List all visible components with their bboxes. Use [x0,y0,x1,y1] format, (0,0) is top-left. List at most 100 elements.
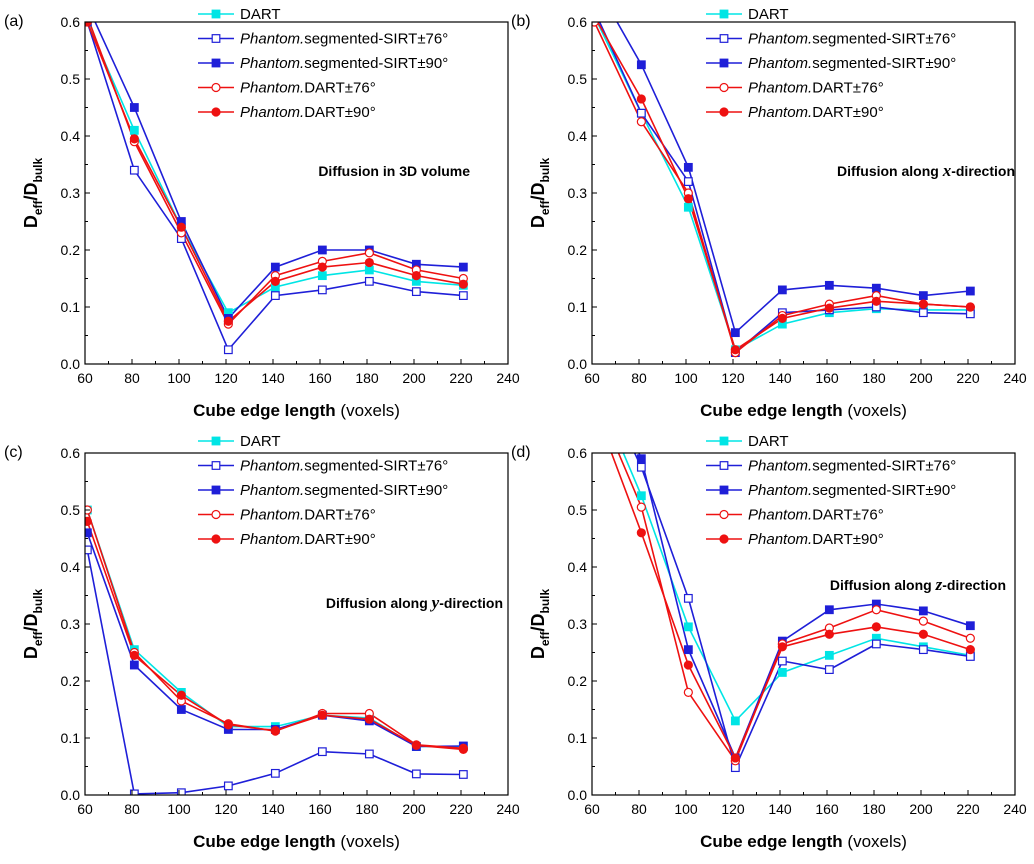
x-tick-label: 180 [862,370,886,386]
panel-annotation: Diffusion along x-direction [837,161,1015,180]
data-point-s1-6 [364,749,374,759]
x-tick-label: 180 [355,801,379,817]
data-point-s2-2 [683,162,693,172]
data-point-s1-4 [270,768,280,778]
y-tick-label: 0.3 [61,185,81,201]
data-point-s1-1 [636,108,646,118]
y-axis-label: Deff/Dbulk [21,158,45,229]
legend-marker [211,485,221,495]
legend-entry-4: Phantom.DART±90° [706,531,884,548]
y-tick-label: 0.6 [61,14,81,30]
legend-entry-0: DART [198,433,281,450]
legend-entry-2: Phantom.segmented-SIRT±90° [198,482,448,499]
data-point-s4-6 [871,296,881,306]
data-point-s2-7 [918,606,928,616]
data-point-s4-8 [965,645,975,655]
legend-entry-0: DART [198,6,281,23]
legend-label: Phantom.segmented-SIRT±76° [240,458,448,475]
data-point-s2-5 [317,245,327,255]
data-point-s3-8 [965,633,975,643]
panel-label: (c) [4,444,23,461]
legend-marker [719,436,729,446]
data-point-s1-0 [85,545,92,555]
data-point-s3-6 [871,605,881,615]
x-tick-label: 220 [449,370,473,386]
legend-entry-4: Phantom.DART±90° [706,104,884,121]
x-tick-label: 140 [768,801,792,817]
panel-label: (d) [511,444,531,461]
data-point-s4-5 [317,710,327,720]
panel-label: (a) [4,13,24,30]
y-tick-label: 0.0 [61,356,81,372]
x-tick-label: 180 [355,370,379,386]
legend-marker [211,82,221,93]
data-point-s4-2 [683,660,693,670]
data-point-s0-4 [777,668,787,677]
data-point-s0-1 [636,491,646,501]
legend-entry-1: Phantom.segmented-SIRT±76° [198,31,448,48]
data-point-s0-6 [364,265,374,275]
data-point-s4-1 [636,528,646,538]
y-tick-label: 0.0 [568,356,588,372]
series-line-4 [86,521,464,751]
data-point-s0-5 [317,271,327,281]
legend-label: Phantom.segmented-SIRT±76° [748,31,956,48]
data-point-s2-1 [129,103,139,112]
legend-label: Phantom.segmented-SIRT±76° [748,458,956,475]
data-point-s1-4 [270,291,280,300]
data-point-s1-7 [411,769,421,779]
data-point-s4-1 [129,650,139,660]
data-point-s4-0 [590,12,598,20]
data-point-s4-6 [871,622,881,632]
data-point-s4-7 [918,299,928,309]
x-axis-label: Cube edge length (voxels) [193,401,400,420]
y-tick-label: 0.6 [568,14,588,30]
data-point-s1-3 [223,345,233,355]
data-point-s4-3 [730,345,740,355]
legend-marker [211,9,221,19]
data-point-s2-8 [965,621,975,631]
legend-entry-2: Phantom.segmented-SIRT±90° [706,482,956,499]
x-tick-label: 60 [77,370,93,386]
data-point-s2-8 [458,262,468,272]
plot-frame [84,452,509,796]
data-point-s3-6 [364,248,374,258]
legend-label: Phantom.DART±90° [748,104,884,121]
x-tick-label: 160 [308,801,332,817]
data-point-s1-5 [824,665,834,674]
legend-marker [211,107,221,117]
legend-label: Phantom.DART±76° [748,80,884,97]
data-point-s1-6 [364,276,374,286]
series-line-2 [86,532,464,748]
x-tick-label: 160 [815,370,839,386]
data-point-s1-2 [683,177,693,187]
data-point-s1-5 [317,747,327,757]
data-point-s0-2 [683,202,693,212]
data-point-s3-2 [683,687,693,698]
panel-annotation: Diffusion along z-direction [830,575,1006,594]
x-tick-label: 240 [1003,801,1027,817]
x-tick-label: 160 [815,801,839,817]
legend-label: Phantom.DART±76° [748,507,884,524]
data-point-s2-4 [777,285,787,295]
data-point-s2-1 [129,660,139,670]
legend-marker [719,509,729,520]
data-point-s2-7 [918,291,928,300]
legend-label: Phantom.segmented-SIRT±90° [748,482,956,499]
x-tick-label: 160 [308,370,332,386]
legend-entry-1: Phantom.segmented-SIRT±76° [706,31,956,48]
legend-label: Phantom.DART±90° [240,104,376,121]
legend-label: DART [748,6,789,23]
legend-marker [211,436,221,446]
y-axis-label: Deff/Dbulk [21,589,45,660]
data-point-s4-7 [411,271,421,281]
data-point-s3-1 [636,117,646,127]
x-tick-label: 220 [956,801,980,817]
data-point-s2-3 [730,328,740,338]
legend-entry-1: Phantom.segmented-SIRT±76° [706,458,956,475]
data-point-s4-5 [824,303,834,313]
legend: DART Phantom.segmented-SIRT±76° Phantom.se… [706,433,956,548]
plot-area [85,505,468,795]
data-point-s3-7 [918,616,928,626]
